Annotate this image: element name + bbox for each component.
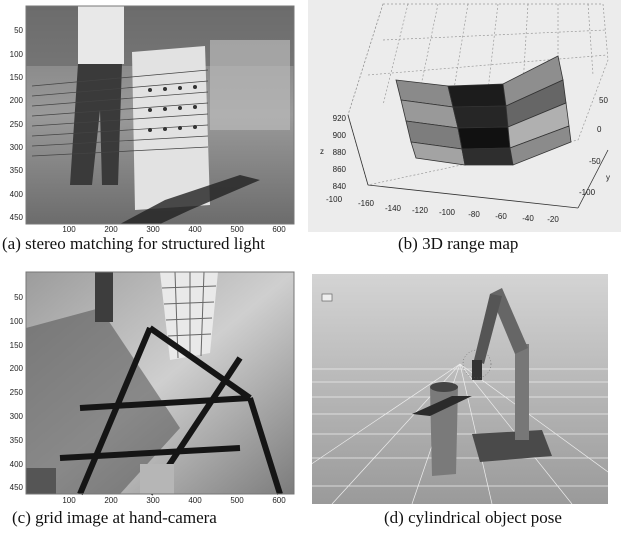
x-tick: -80 bbox=[468, 210, 480, 219]
panel-c-y-tick-labels: 50 100 150 200 250 300 350 400 450 bbox=[10, 293, 24, 492]
x-tick: -20 bbox=[547, 215, 559, 224]
panel-a-person-legs bbox=[70, 64, 122, 185]
z-tick: 920 bbox=[333, 114, 347, 123]
x-tick: 100 bbox=[62, 225, 76, 232]
x-tick: 400 bbox=[188, 496, 202, 505]
panel-b-y-tick-labels: 50 0 -50 -100 bbox=[579, 96, 608, 197]
x-tick: 300 bbox=[146, 225, 160, 232]
panel-c-cylinder bbox=[160, 272, 218, 360]
x-tick: -140 bbox=[385, 204, 402, 213]
y-tick: 450 bbox=[10, 483, 24, 492]
y-tick: 300 bbox=[10, 143, 24, 152]
y-tick: 100 bbox=[10, 50, 24, 59]
x-tick: -160 bbox=[358, 199, 375, 208]
panel-d-figure bbox=[251, 274, 621, 505]
y-tick: 100 bbox=[10, 317, 24, 326]
x-tick: 100 bbox=[62, 496, 76, 505]
panel-a-figure: 50 100 150 200 250 300 350 400 450 100 2… bbox=[10, 5, 295, 234]
y-tick: 150 bbox=[10, 73, 24, 82]
panel-b-figure: 920 900 880 860 840 z -100 -160 -140 -12… bbox=[308, 0, 621, 232]
panel-b-y-label: y bbox=[606, 173, 610, 182]
panel-b-z-tick-labels: 920 900 880 860 840 bbox=[333, 114, 347, 191]
panel-d-axis-icon bbox=[321, 293, 333, 302]
z-tick: 900 bbox=[333, 131, 347, 140]
caption-d: (d) cylindrical object pose bbox=[384, 508, 562, 527]
panel-a-y-tick-labels: 50 100 150 200 250 300 350 400 450 bbox=[10, 26, 24, 222]
y-tick: 450 bbox=[10, 213, 24, 222]
panel-d-background bbox=[312, 274, 608, 504]
y-tick: 150 bbox=[10, 341, 24, 350]
caption-c: (c) grid image at hand-camera bbox=[12, 508, 217, 527]
x-tick: -40 bbox=[522, 214, 534, 223]
y-tick: 250 bbox=[10, 388, 24, 397]
caption-a: (a) stereo matching for structured light bbox=[2, 234, 265, 253]
y-tick: -100 bbox=[579, 188, 596, 197]
y-tick: 350 bbox=[10, 436, 24, 445]
panel-b-corner-tick: -100 bbox=[326, 195, 343, 204]
y-tick: 350 bbox=[10, 166, 24, 175]
panel-d-robot-forearm bbox=[474, 294, 502, 364]
y-tick: 400 bbox=[10, 460, 24, 469]
x-tick: 600 bbox=[272, 225, 286, 232]
x-tick: 400 bbox=[188, 225, 202, 232]
caption-b: (b) 3D range map bbox=[398, 234, 519, 253]
panel-c-frame-structure bbox=[59, 325, 283, 496]
y-tick: 200 bbox=[10, 364, 24, 373]
x-tick: -60 bbox=[495, 212, 507, 221]
y-tick: 200 bbox=[10, 96, 24, 105]
panel-b-x-tick-labels: -160 -140 -120 -100 -80 -60 -40 -20 bbox=[358, 199, 559, 224]
x-tick: 200 bbox=[104, 225, 118, 232]
panel-b-range-map: 920 900 880 860 840 z -100 -160 -140 -12… bbox=[308, 0, 621, 232]
panel-c-hand-camera-image: 50 100 150 200 250 300 350 400 450 100 2… bbox=[0, 268, 300, 506]
x-tick: 300 bbox=[146, 496, 160, 505]
x-tick: -100 bbox=[439, 208, 456, 217]
panel-a-person-shirt bbox=[78, 6, 124, 64]
y-tick: -50 bbox=[589, 157, 601, 166]
panel-d-robot-base bbox=[472, 430, 552, 462]
y-tick: 250 bbox=[10, 120, 24, 129]
z-tick: 860 bbox=[333, 165, 347, 174]
z-tick: 880 bbox=[333, 148, 347, 157]
panel-d-robot-column bbox=[515, 344, 529, 440]
x-tick: -120 bbox=[412, 206, 429, 215]
y-tick: 0 bbox=[597, 125, 602, 134]
panel-a-stereo-image: 50 100 150 200 250 300 350 400 450 100 2… bbox=[0, 0, 300, 234]
y-tick: 50 bbox=[599, 96, 608, 105]
x-tick: 500 bbox=[230, 225, 244, 232]
y-tick: 300 bbox=[10, 412, 24, 421]
panel-d-pose-render bbox=[251, 274, 621, 505]
panel-a-target-surface bbox=[132, 46, 210, 210]
panel-a-x-tick-labels: 100 200 300 400 500 600 bbox=[62, 225, 286, 234]
y-tick: 50 bbox=[14, 26, 23, 35]
panel-c-x-tick-labels: 100 200 300 400 500 600 bbox=[62, 496, 286, 505]
panel-b-surface bbox=[395, 55, 572, 166]
z-tick: 840 bbox=[333, 182, 347, 191]
y-tick: 400 bbox=[10, 190, 24, 199]
y-tick: 50 bbox=[14, 293, 23, 302]
x-tick: 600 bbox=[272, 496, 286, 505]
x-tick: 500 bbox=[230, 496, 244, 505]
panel-c-figure: 50 100 150 200 250 300 350 400 450 100 2… bbox=[10, 271, 295, 505]
x-tick: 200 bbox=[104, 496, 118, 505]
panel-b-z-label: z bbox=[320, 147, 324, 156]
